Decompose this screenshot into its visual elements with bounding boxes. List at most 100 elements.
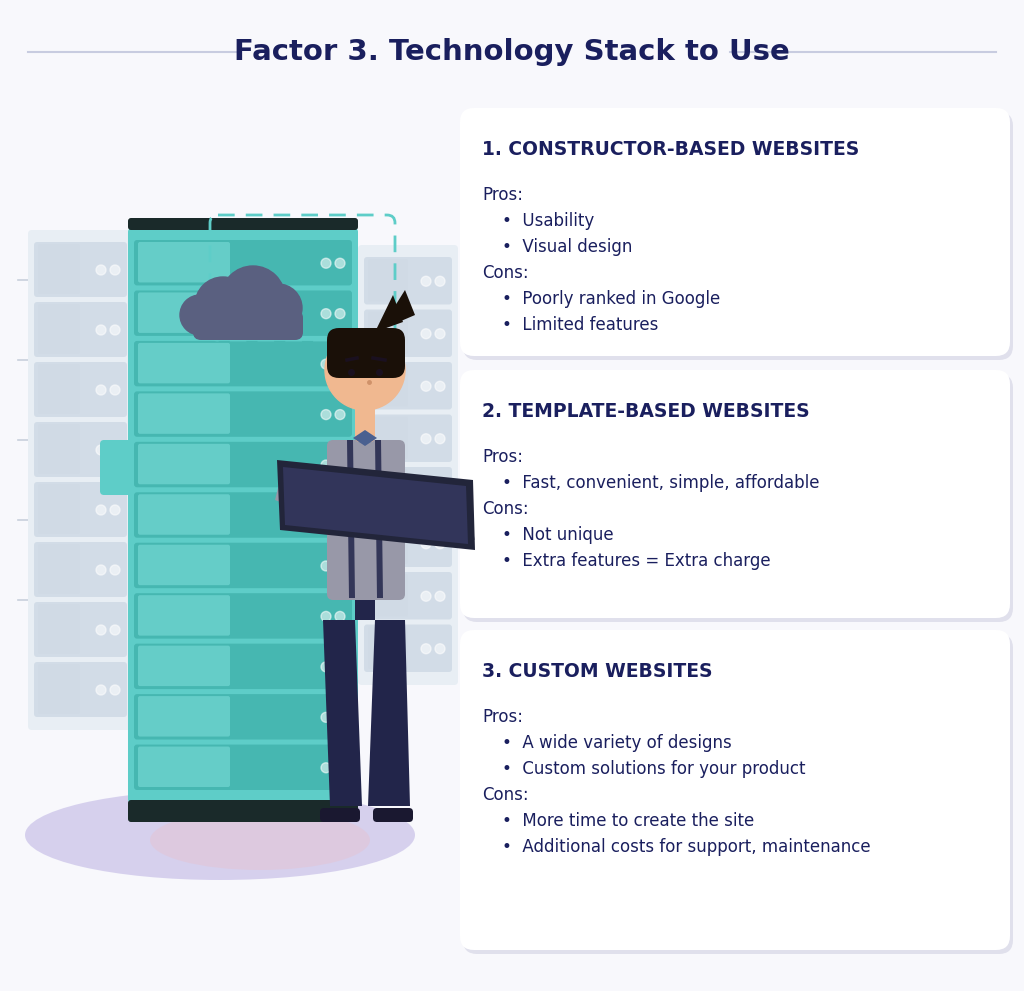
FancyBboxPatch shape bbox=[134, 240, 352, 285]
FancyBboxPatch shape bbox=[368, 521, 408, 564]
Circle shape bbox=[321, 763, 331, 773]
Text: Pros:: Pros: bbox=[482, 708, 523, 726]
FancyBboxPatch shape bbox=[368, 259, 408, 301]
Polygon shape bbox=[397, 495, 475, 540]
Text: •  Visual design: • Visual design bbox=[502, 238, 633, 256]
FancyBboxPatch shape bbox=[368, 416, 408, 459]
FancyBboxPatch shape bbox=[134, 643, 352, 689]
Circle shape bbox=[335, 713, 345, 722]
Text: •  Additional costs for support, maintenance: • Additional costs for support, maintena… bbox=[502, 838, 870, 856]
Circle shape bbox=[335, 510, 345, 520]
FancyBboxPatch shape bbox=[28, 230, 133, 730]
Polygon shape bbox=[283, 467, 468, 544]
Circle shape bbox=[421, 434, 431, 444]
Circle shape bbox=[421, 329, 431, 339]
FancyBboxPatch shape bbox=[463, 112, 1013, 360]
FancyBboxPatch shape bbox=[128, 218, 358, 230]
FancyBboxPatch shape bbox=[327, 440, 406, 600]
FancyBboxPatch shape bbox=[134, 543, 352, 589]
Circle shape bbox=[96, 385, 106, 395]
Polygon shape bbox=[355, 595, 375, 620]
Circle shape bbox=[435, 329, 445, 339]
Text: Cons:: Cons: bbox=[482, 264, 528, 282]
Ellipse shape bbox=[150, 810, 370, 870]
FancyBboxPatch shape bbox=[34, 482, 127, 537]
Polygon shape bbox=[278, 460, 475, 550]
Circle shape bbox=[435, 539, 445, 549]
Circle shape bbox=[110, 505, 120, 515]
Circle shape bbox=[321, 308, 331, 319]
FancyBboxPatch shape bbox=[460, 108, 1010, 356]
Polygon shape bbox=[380, 290, 415, 330]
Circle shape bbox=[110, 385, 120, 395]
FancyBboxPatch shape bbox=[38, 424, 80, 474]
Circle shape bbox=[421, 382, 431, 391]
FancyBboxPatch shape bbox=[368, 364, 408, 406]
FancyBboxPatch shape bbox=[34, 422, 127, 477]
Circle shape bbox=[335, 259, 345, 269]
FancyBboxPatch shape bbox=[100, 440, 132, 495]
Circle shape bbox=[110, 565, 120, 575]
FancyBboxPatch shape bbox=[38, 364, 80, 414]
FancyBboxPatch shape bbox=[193, 310, 303, 340]
Circle shape bbox=[321, 409, 331, 419]
Circle shape bbox=[321, 359, 331, 369]
Text: 3. CUSTOM WEBSITES: 3. CUSTOM WEBSITES bbox=[482, 662, 713, 681]
FancyBboxPatch shape bbox=[138, 242, 230, 282]
Circle shape bbox=[96, 265, 106, 275]
Circle shape bbox=[96, 445, 106, 455]
Circle shape bbox=[221, 266, 285, 330]
Circle shape bbox=[110, 325, 120, 335]
Circle shape bbox=[180, 295, 220, 335]
FancyBboxPatch shape bbox=[368, 574, 408, 616]
Circle shape bbox=[435, 487, 445, 496]
FancyBboxPatch shape bbox=[460, 370, 1010, 618]
Circle shape bbox=[321, 611, 331, 621]
Circle shape bbox=[96, 625, 106, 635]
Circle shape bbox=[421, 276, 431, 286]
Circle shape bbox=[435, 592, 445, 602]
FancyBboxPatch shape bbox=[134, 694, 352, 739]
FancyBboxPatch shape bbox=[364, 572, 452, 619]
Polygon shape bbox=[375, 295, 403, 332]
Polygon shape bbox=[323, 620, 362, 806]
FancyBboxPatch shape bbox=[34, 242, 127, 297]
Circle shape bbox=[421, 592, 431, 602]
Circle shape bbox=[335, 763, 345, 773]
FancyBboxPatch shape bbox=[327, 328, 406, 378]
Circle shape bbox=[421, 487, 431, 496]
Circle shape bbox=[110, 445, 120, 455]
Circle shape bbox=[321, 713, 331, 722]
Text: Cons:: Cons: bbox=[482, 500, 528, 518]
FancyBboxPatch shape bbox=[38, 484, 80, 534]
FancyBboxPatch shape bbox=[38, 664, 80, 714]
Circle shape bbox=[96, 685, 106, 695]
Circle shape bbox=[335, 662, 345, 672]
Text: •  Limited features: • Limited features bbox=[502, 316, 658, 334]
FancyBboxPatch shape bbox=[128, 228, 358, 803]
FancyBboxPatch shape bbox=[319, 808, 360, 822]
Text: •  Poorly ranked in Google: • Poorly ranked in Google bbox=[502, 290, 720, 308]
FancyBboxPatch shape bbox=[138, 495, 230, 535]
FancyBboxPatch shape bbox=[364, 309, 452, 357]
Text: •  Fast, convenient, simple, affordable: • Fast, convenient, simple, affordable bbox=[502, 474, 819, 492]
FancyBboxPatch shape bbox=[138, 545, 230, 585]
Circle shape bbox=[335, 359, 345, 369]
Circle shape bbox=[321, 561, 331, 571]
FancyBboxPatch shape bbox=[368, 626, 408, 669]
FancyBboxPatch shape bbox=[138, 596, 230, 635]
Circle shape bbox=[435, 644, 445, 654]
FancyBboxPatch shape bbox=[364, 519, 452, 567]
Circle shape bbox=[195, 277, 251, 333]
FancyBboxPatch shape bbox=[364, 467, 452, 514]
Circle shape bbox=[335, 611, 345, 621]
FancyBboxPatch shape bbox=[463, 374, 1013, 622]
Text: Pros:: Pros: bbox=[482, 448, 523, 466]
FancyBboxPatch shape bbox=[138, 645, 230, 686]
FancyBboxPatch shape bbox=[138, 444, 230, 485]
Text: •  Extra features = Extra charge: • Extra features = Extra charge bbox=[502, 552, 771, 570]
Circle shape bbox=[96, 505, 106, 515]
FancyBboxPatch shape bbox=[138, 393, 230, 434]
FancyBboxPatch shape bbox=[38, 544, 80, 594]
Circle shape bbox=[435, 382, 445, 391]
